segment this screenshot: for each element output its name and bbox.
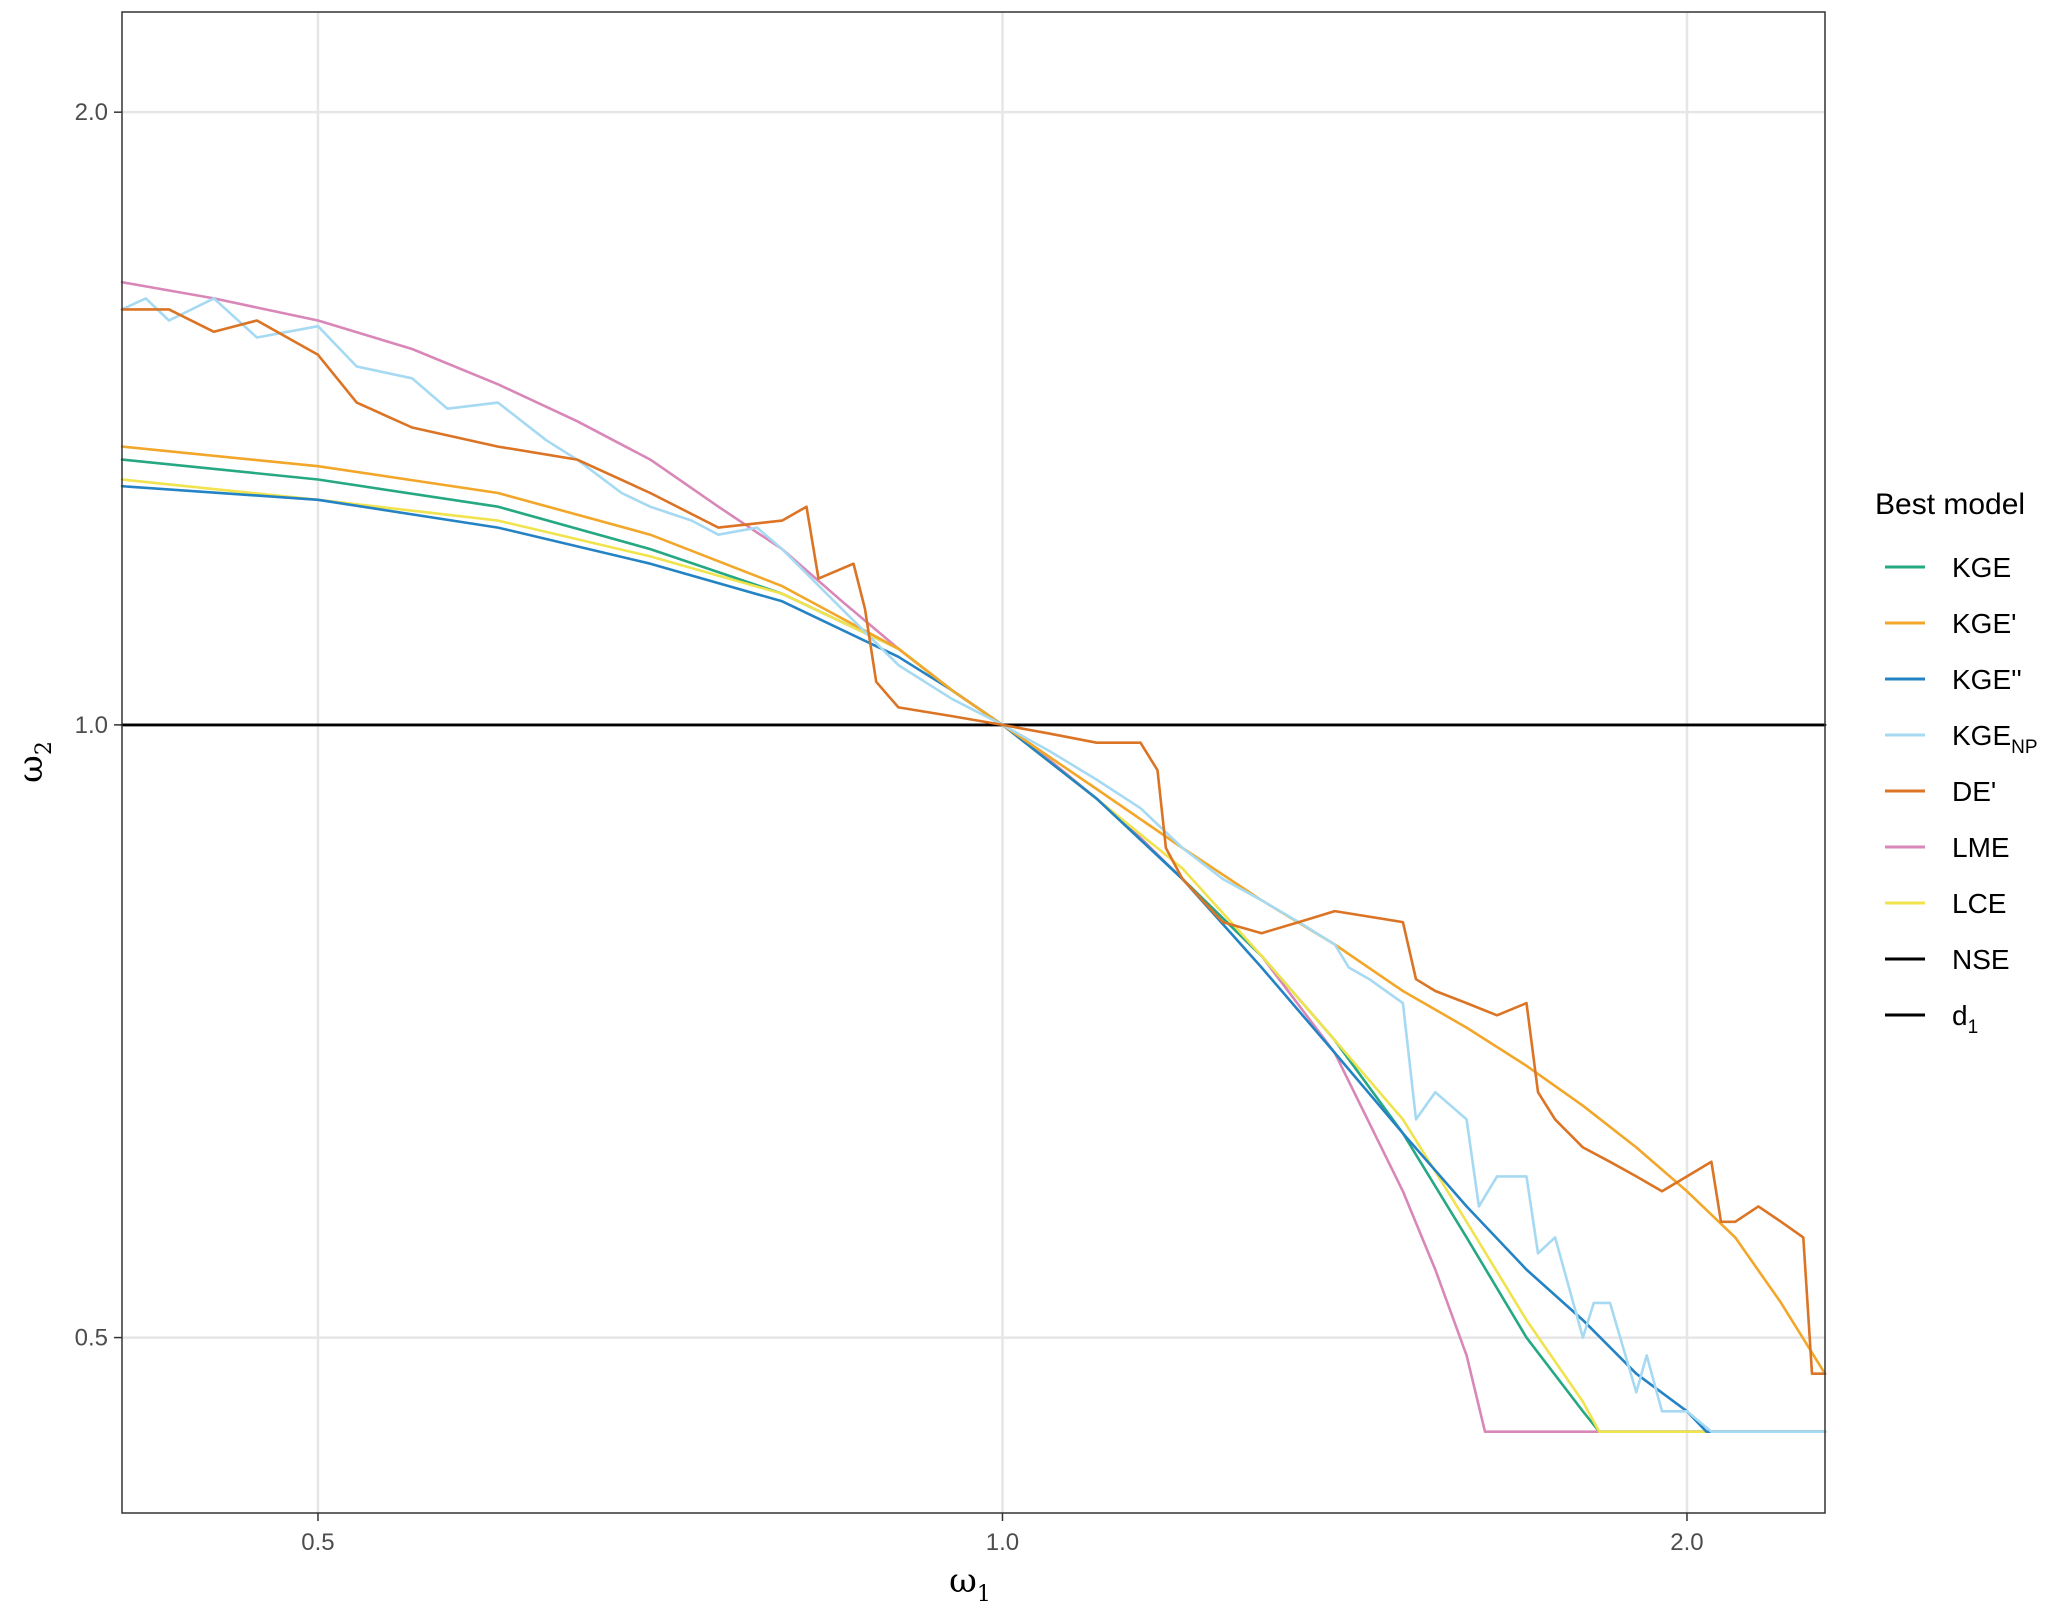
series-line-lce — [120, 478, 1827, 1433]
legend-label: KGE'' — [1952, 664, 2022, 695]
legend-label: KGE — [1952, 552, 2011, 583]
x-tick-label: 0.5 — [301, 1529, 334, 1556]
series-line-kge-np — [120, 297, 1827, 1433]
series-line-de — [120, 308, 1827, 1375]
legend-label: NSE — [1952, 944, 2010, 975]
legend-label-sub: 1 — [1968, 1017, 1979, 1038]
legend-label-main: LME — [1952, 832, 2010, 863]
series-layer — [120, 280, 1827, 1433]
x-tick-label: 2.0 — [1670, 1529, 1703, 1556]
legend-label: DE' — [1952, 776, 1996, 807]
legend-label-main: KGE' — [1952, 608, 2016, 639]
legend-label-main: KGE — [1952, 720, 2011, 751]
plot-panel-border — [121, 11, 1826, 1514]
legend-label: KGENP — [1952, 720, 2038, 758]
legend-label-main: DE' — [1952, 776, 1996, 807]
legend: Best model KGEKGE'KGE''KGENPDE'LMELCENSE… — [1875, 488, 2038, 1038]
x-axis: 0.5 1.0 2.0 — [301, 1513, 1704, 1556]
y-axis-title-main: ω — [11, 755, 51, 783]
legend-title: Best model — [1875, 488, 2025, 521]
x-axis-title: ω1 — [949, 1561, 991, 1603]
y-axis: 0.5 1.0 2.0 — [75, 99, 122, 1352]
x-axis-title-sub: 1 — [977, 1582, 991, 1603]
legend-label-sub: NP — [2011, 737, 2037, 758]
legend-label: KGE' — [1952, 608, 2016, 639]
legend-label: LME — [1952, 832, 2010, 863]
legend-label-main: KGE — [1952, 552, 2011, 583]
x-tick-label: 1.0 — [986, 1529, 1019, 1556]
legend-label-main: LCE — [1952, 888, 2006, 919]
y-tick-label: 1.0 — [75, 712, 108, 739]
legend-label-main: d — [1952, 1000, 1968, 1031]
y-axis-title-sub: 2 — [32, 741, 57, 755]
y-axis-title: ω2 — [11, 741, 57, 783]
legend-label: LCE — [1952, 888, 2006, 919]
legend-label: d1 — [1952, 1000, 1978, 1038]
legend-label-main: KGE'' — [1952, 664, 2022, 695]
legend-label-main: NSE — [1952, 944, 2010, 975]
y-tick-label: 2.0 — [75, 99, 108, 126]
x-axis-title-main: ω — [949, 1561, 977, 1601]
y-tick-label: 0.5 — [75, 1325, 108, 1352]
